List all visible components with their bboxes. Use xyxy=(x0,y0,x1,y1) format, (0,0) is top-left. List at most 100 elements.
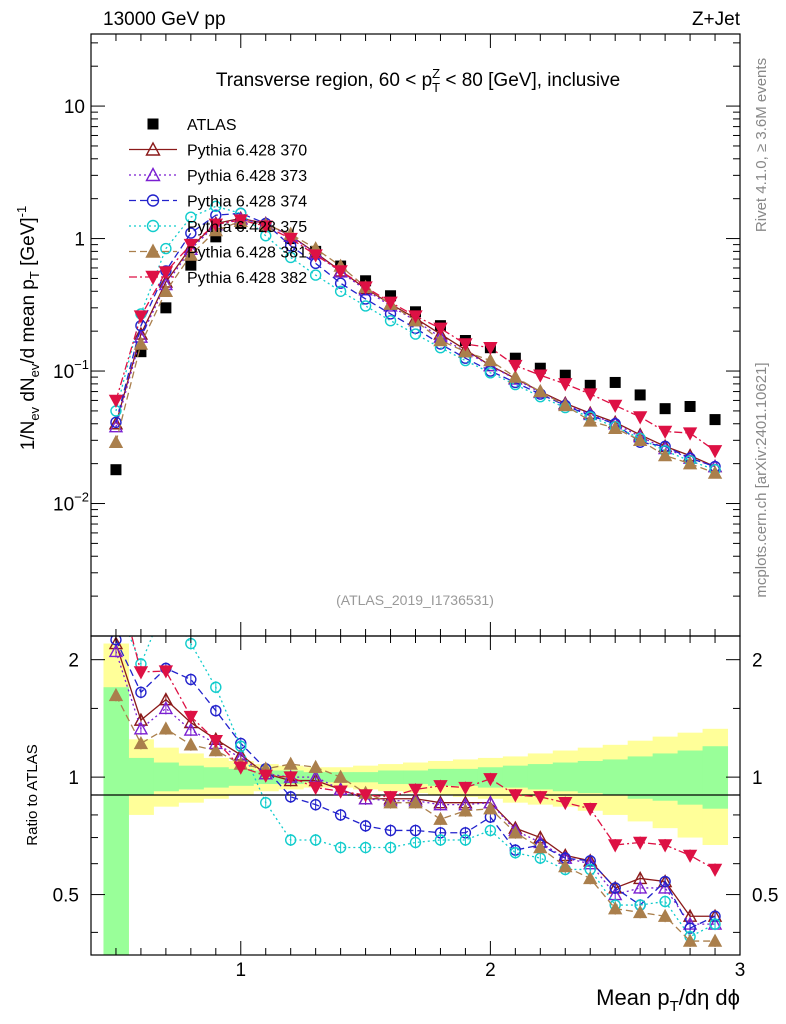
data-point xyxy=(258,220,273,234)
data-point xyxy=(584,379,596,391)
ratio-point xyxy=(682,849,698,863)
band-green xyxy=(178,765,204,790)
ratio-point xyxy=(483,801,498,815)
x-tick-label: 2 xyxy=(485,960,496,981)
ratio-point xyxy=(657,839,673,853)
ratio-point xyxy=(235,740,247,752)
ratio-point xyxy=(458,803,473,817)
legend-marker xyxy=(146,219,160,233)
ratio-point xyxy=(409,824,422,837)
ratio-point xyxy=(110,636,122,646)
data-point xyxy=(709,414,721,426)
band-green xyxy=(353,772,379,783)
ratio-point xyxy=(334,809,347,821)
mcplots-label: mcplots.cern.ch [arXiv:2401.10621] xyxy=(753,362,770,597)
ratio-point xyxy=(583,870,598,885)
ratio-point xyxy=(133,721,149,735)
legend-marker xyxy=(145,270,161,285)
band-green xyxy=(128,757,154,795)
ratio-point xyxy=(709,918,721,930)
ratio-point xyxy=(707,933,723,947)
rivet-label: Rivet 4.1.0, ≥ 3.6M events xyxy=(753,58,770,232)
ratio-point xyxy=(609,882,621,894)
data-point xyxy=(309,269,322,281)
legend-marker xyxy=(145,141,161,156)
main-y-tick-label: 10 xyxy=(64,97,85,118)
data-point xyxy=(558,378,573,392)
main-y-tick-label: 10−2 xyxy=(53,490,89,516)
data-point xyxy=(508,369,523,383)
data-point xyxy=(185,211,197,223)
ratio-point xyxy=(183,722,199,736)
data-point xyxy=(160,302,172,314)
ratio-point xyxy=(158,665,174,679)
ratio-point xyxy=(383,791,398,805)
data-point xyxy=(707,465,723,479)
data-point xyxy=(533,369,548,383)
ratio-point xyxy=(434,834,447,846)
ratio-point xyxy=(309,798,322,811)
x-tick-label: 3 xyxy=(735,960,746,981)
ratio-point xyxy=(108,643,124,658)
data-point xyxy=(483,342,498,356)
data-point xyxy=(308,249,323,263)
ratio-point xyxy=(408,795,423,809)
band-green xyxy=(153,762,179,792)
band-green xyxy=(228,768,254,786)
data-point xyxy=(133,336,149,350)
ratio-point xyxy=(283,771,298,785)
ratio-point xyxy=(682,933,698,947)
data-point xyxy=(409,328,422,340)
ratio-point xyxy=(608,839,623,853)
ratio-point xyxy=(484,824,497,837)
ratio-point xyxy=(632,904,648,919)
band-green xyxy=(527,764,554,790)
plot-title: Transverse region, 60 < pTZ < 80 [GeV], … xyxy=(216,66,620,95)
band-green xyxy=(627,756,654,799)
ratio-point xyxy=(509,847,522,859)
data-point xyxy=(359,300,372,312)
data-point xyxy=(284,251,297,264)
ratio-point xyxy=(707,863,723,877)
legend-label: Pythia 6.428 375 xyxy=(187,219,307,236)
data-point xyxy=(632,432,648,447)
band-green xyxy=(103,687,129,955)
ratio-y-tick-label-right: 2 xyxy=(752,651,763,672)
band-green xyxy=(552,762,579,792)
band-green xyxy=(403,770,429,785)
data-point xyxy=(108,416,124,430)
data-point xyxy=(108,434,124,448)
ratio-point xyxy=(508,789,523,803)
data-point xyxy=(608,420,623,434)
data-point xyxy=(408,310,423,324)
analysis-tag: (ATLAS_2019_I1736531) xyxy=(336,592,494,608)
main-ylabel: 1/Nev dNev/d mean pT [GeV]-1 xyxy=(14,206,42,451)
ratio-point xyxy=(558,859,573,873)
ratio-point xyxy=(408,783,423,797)
data-point xyxy=(509,352,521,364)
data-point xyxy=(583,413,598,427)
ratio-point xyxy=(632,880,648,894)
ratio-point xyxy=(161,598,171,608)
legend-marker xyxy=(147,118,159,130)
band-green xyxy=(702,746,729,809)
ratio-point xyxy=(409,836,422,849)
data-point xyxy=(383,296,398,310)
data-point xyxy=(110,416,122,429)
data-point xyxy=(634,389,646,401)
ratio-point xyxy=(308,781,323,796)
data-point xyxy=(682,427,698,441)
data-point xyxy=(583,388,598,402)
data-point xyxy=(135,346,147,358)
ratio-point xyxy=(384,824,397,837)
data-point xyxy=(108,394,124,408)
data-point xyxy=(632,411,648,425)
ratio-point xyxy=(233,761,248,775)
ratio-point xyxy=(533,791,548,805)
band-green xyxy=(577,760,604,794)
ratio-y-tick-label: 2 xyxy=(68,651,79,672)
band-green xyxy=(502,765,529,788)
data-point xyxy=(160,242,172,255)
ratio-point xyxy=(508,825,523,839)
legend-label: ATLAS xyxy=(187,117,237,134)
